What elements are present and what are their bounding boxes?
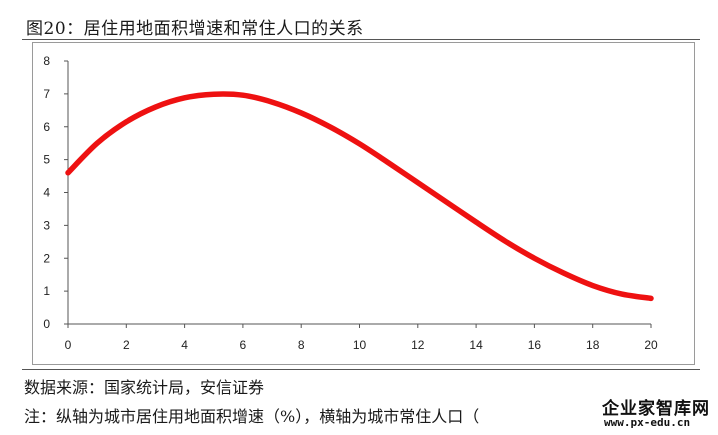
y-tick-label: 2 — [43, 251, 50, 265]
watermark-url: www.px-edu.cn — [604, 416, 691, 429]
y-tick-label: 6 — [43, 120, 50, 134]
y-tick-label: 3 — [43, 218, 50, 232]
top-rule — [22, 39, 700, 40]
x-tick-label: 4 — [181, 338, 188, 352]
x-tick-label: 20 — [644, 338, 658, 352]
x-tick-label: 2 — [123, 338, 130, 352]
y-tick-label: 5 — [43, 153, 50, 167]
axis-note-text: 注：纵轴为城市居住用地面积增速（%），横轴为城市常住人口（ — [24, 407, 480, 426]
bottom-rule — [22, 369, 700, 370]
y-tick-label: 4 — [43, 186, 50, 200]
x-tick-label: 6 — [240, 338, 247, 352]
chart-series — [65, 91, 654, 302]
y-tick-label: 8 — [43, 54, 50, 68]
series-line — [65, 91, 654, 302]
figure-title: 图20：居住用地面积增速和常住人口的关系 — [26, 19, 364, 39]
x-tick-label: 16 — [528, 338, 542, 352]
watermark-logo: 企业家智库网 www.px-edu.cn — [596, 392, 718, 435]
data-source-text: 数据来源：国家统计局，安信证券 — [24, 378, 265, 397]
y-tick-label: 1 — [43, 284, 50, 298]
x-tick-label: 18 — [586, 338, 600, 352]
y-tick-label: 0 — [43, 317, 50, 331]
y-tick-label: 7 — [43, 87, 50, 101]
chart-frame — [32, 42, 695, 365]
x-tick-label: 8 — [298, 338, 305, 352]
x-tick-label: 14 — [469, 338, 483, 352]
x-tick-label: 10 — [353, 338, 367, 352]
x-tick-label: 12 — [411, 338, 425, 352]
watermark-name: 企业家智库网 — [602, 399, 710, 419]
x-tick-label: 0 — [65, 338, 72, 352]
